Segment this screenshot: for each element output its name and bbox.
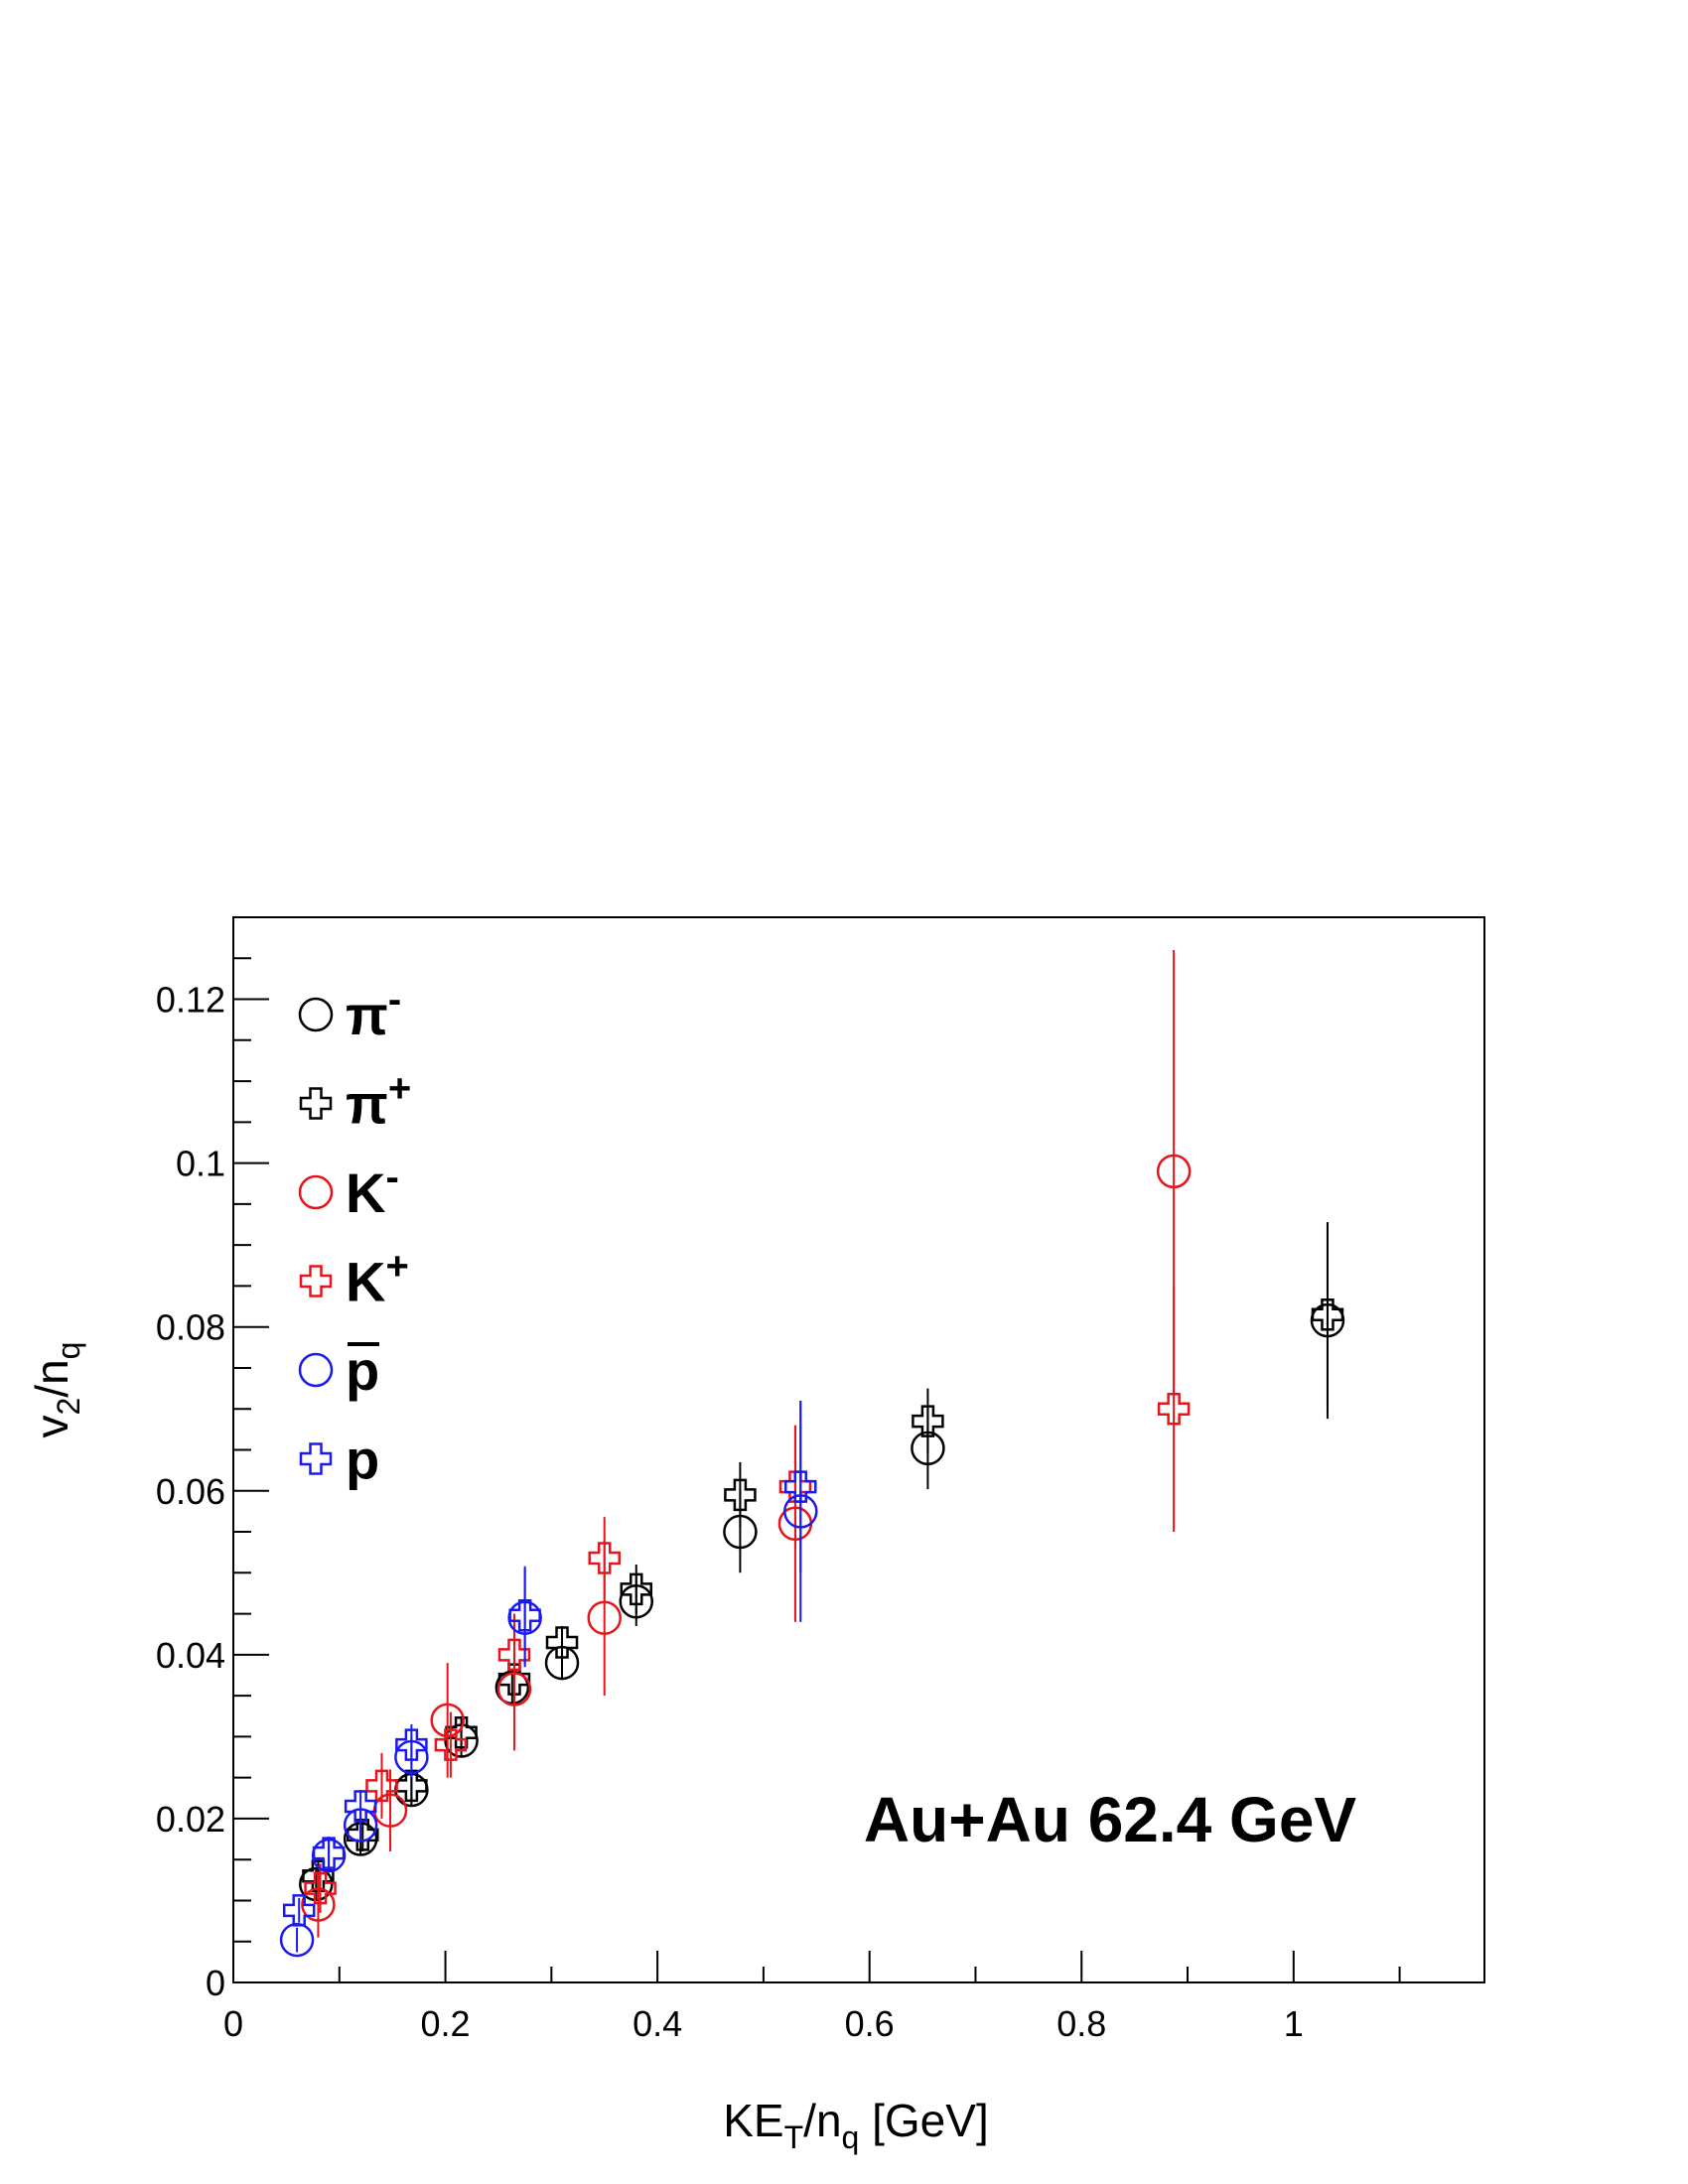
legend-marker [299, 1442, 333, 1475]
data-point-cross [395, 1728, 428, 1761]
x-tick-label: 0 [223, 2003, 243, 2044]
series-group [282, 1400, 817, 1927]
legend-label: π+ [346, 1067, 411, 1136]
data-point-cross [545, 1626, 579, 1659]
legend-label: K- [346, 1156, 399, 1224]
data-point-circle [301, 1887, 336, 1922]
legend-marker [298, 1352, 334, 1388]
legend-entry: p [299, 1429, 379, 1491]
series-group [304, 1286, 1191, 1913]
data-point-circle [1156, 1154, 1192, 1189]
x-tick-label: 0.4 [633, 2003, 682, 2044]
x-axis-title: KET/nq [GeV] [723, 2095, 988, 2155]
y-tick-label: 0.1 [176, 1144, 225, 1184]
y-tick-label: 0.08 [156, 1307, 225, 1348]
y-axis-title: v2/nq [26, 1342, 86, 1438]
data-point-cross [347, 1819, 379, 1851]
data-point-cross [620, 1572, 653, 1606]
legend-label: p [346, 1339, 379, 1402]
legend: π-π+ K- K+ pp [298, 978, 411, 1491]
data-point-circle [494, 1670, 530, 1706]
chart-annotation: Au+Au 62.4 GeV [864, 1784, 1357, 1855]
legend-entry: π+ [299, 1067, 411, 1136]
x-axis-ticks: 0 0.2 0.4 0.6 0.8 1 [223, 1951, 1401, 2044]
data-point-cross [434, 1728, 468, 1761]
legend-entry: π- [298, 978, 401, 1046]
data-point-circle [279, 1922, 315, 1958]
y-tick-label: 0.06 [156, 1471, 225, 1512]
data-point-cross [312, 1837, 346, 1869]
data-point-cross [508, 1598, 541, 1632]
legend-label: p [346, 1429, 379, 1491]
legend-label: K+ [346, 1245, 409, 1313]
legend-marker [298, 1174, 334, 1210]
data-point-cross [497, 1638, 531, 1672]
data-series [279, 950, 1345, 1958]
x-tick-label: 0.6 [845, 2003, 895, 2044]
data-point-cross [724, 1478, 757, 1512]
data-point-circle [587, 1600, 622, 1635]
data-point-cross [282, 1894, 316, 1927]
y-tick-label: 0.12 [156, 980, 225, 1021]
legend-entry: K+ [299, 1245, 409, 1313]
data-point-cross [912, 1405, 944, 1437]
legend-marker [299, 1087, 333, 1120]
data-point-cross [1311, 1298, 1344, 1331]
data-point-cross [304, 1871, 337, 1905]
x-tick-label: 0.2 [421, 2003, 471, 2044]
legend-label: π- [346, 978, 401, 1046]
legend-entry: p [298, 1339, 379, 1402]
y-tick-label: 0 [206, 1963, 225, 2003]
data-point-cross [344, 1790, 377, 1823]
data-point-cross [1157, 1392, 1191, 1426]
data-point-circle [372, 1793, 408, 1828]
x-tick-label: 0.8 [1056, 2003, 1106, 2044]
data-point-cross [784, 1470, 817, 1503]
legend-entry: K- [298, 1156, 399, 1224]
y-tick-label: 0.04 [156, 1635, 225, 1676]
x-tick-label: 1 [1284, 2003, 1304, 2044]
y-axis-ticks: 0 0.02 0.04 0.06 0.08 0.1 0.12 [156, 916, 269, 2003]
y-tick-label: 0.02 [156, 1799, 225, 1840]
legend-marker [298, 997, 334, 1032]
data-point-cross [588, 1542, 621, 1574]
data-point-cross [365, 1769, 398, 1803]
data-point-circle [430, 1703, 465, 1738]
legend-marker [299, 1265, 333, 1297]
